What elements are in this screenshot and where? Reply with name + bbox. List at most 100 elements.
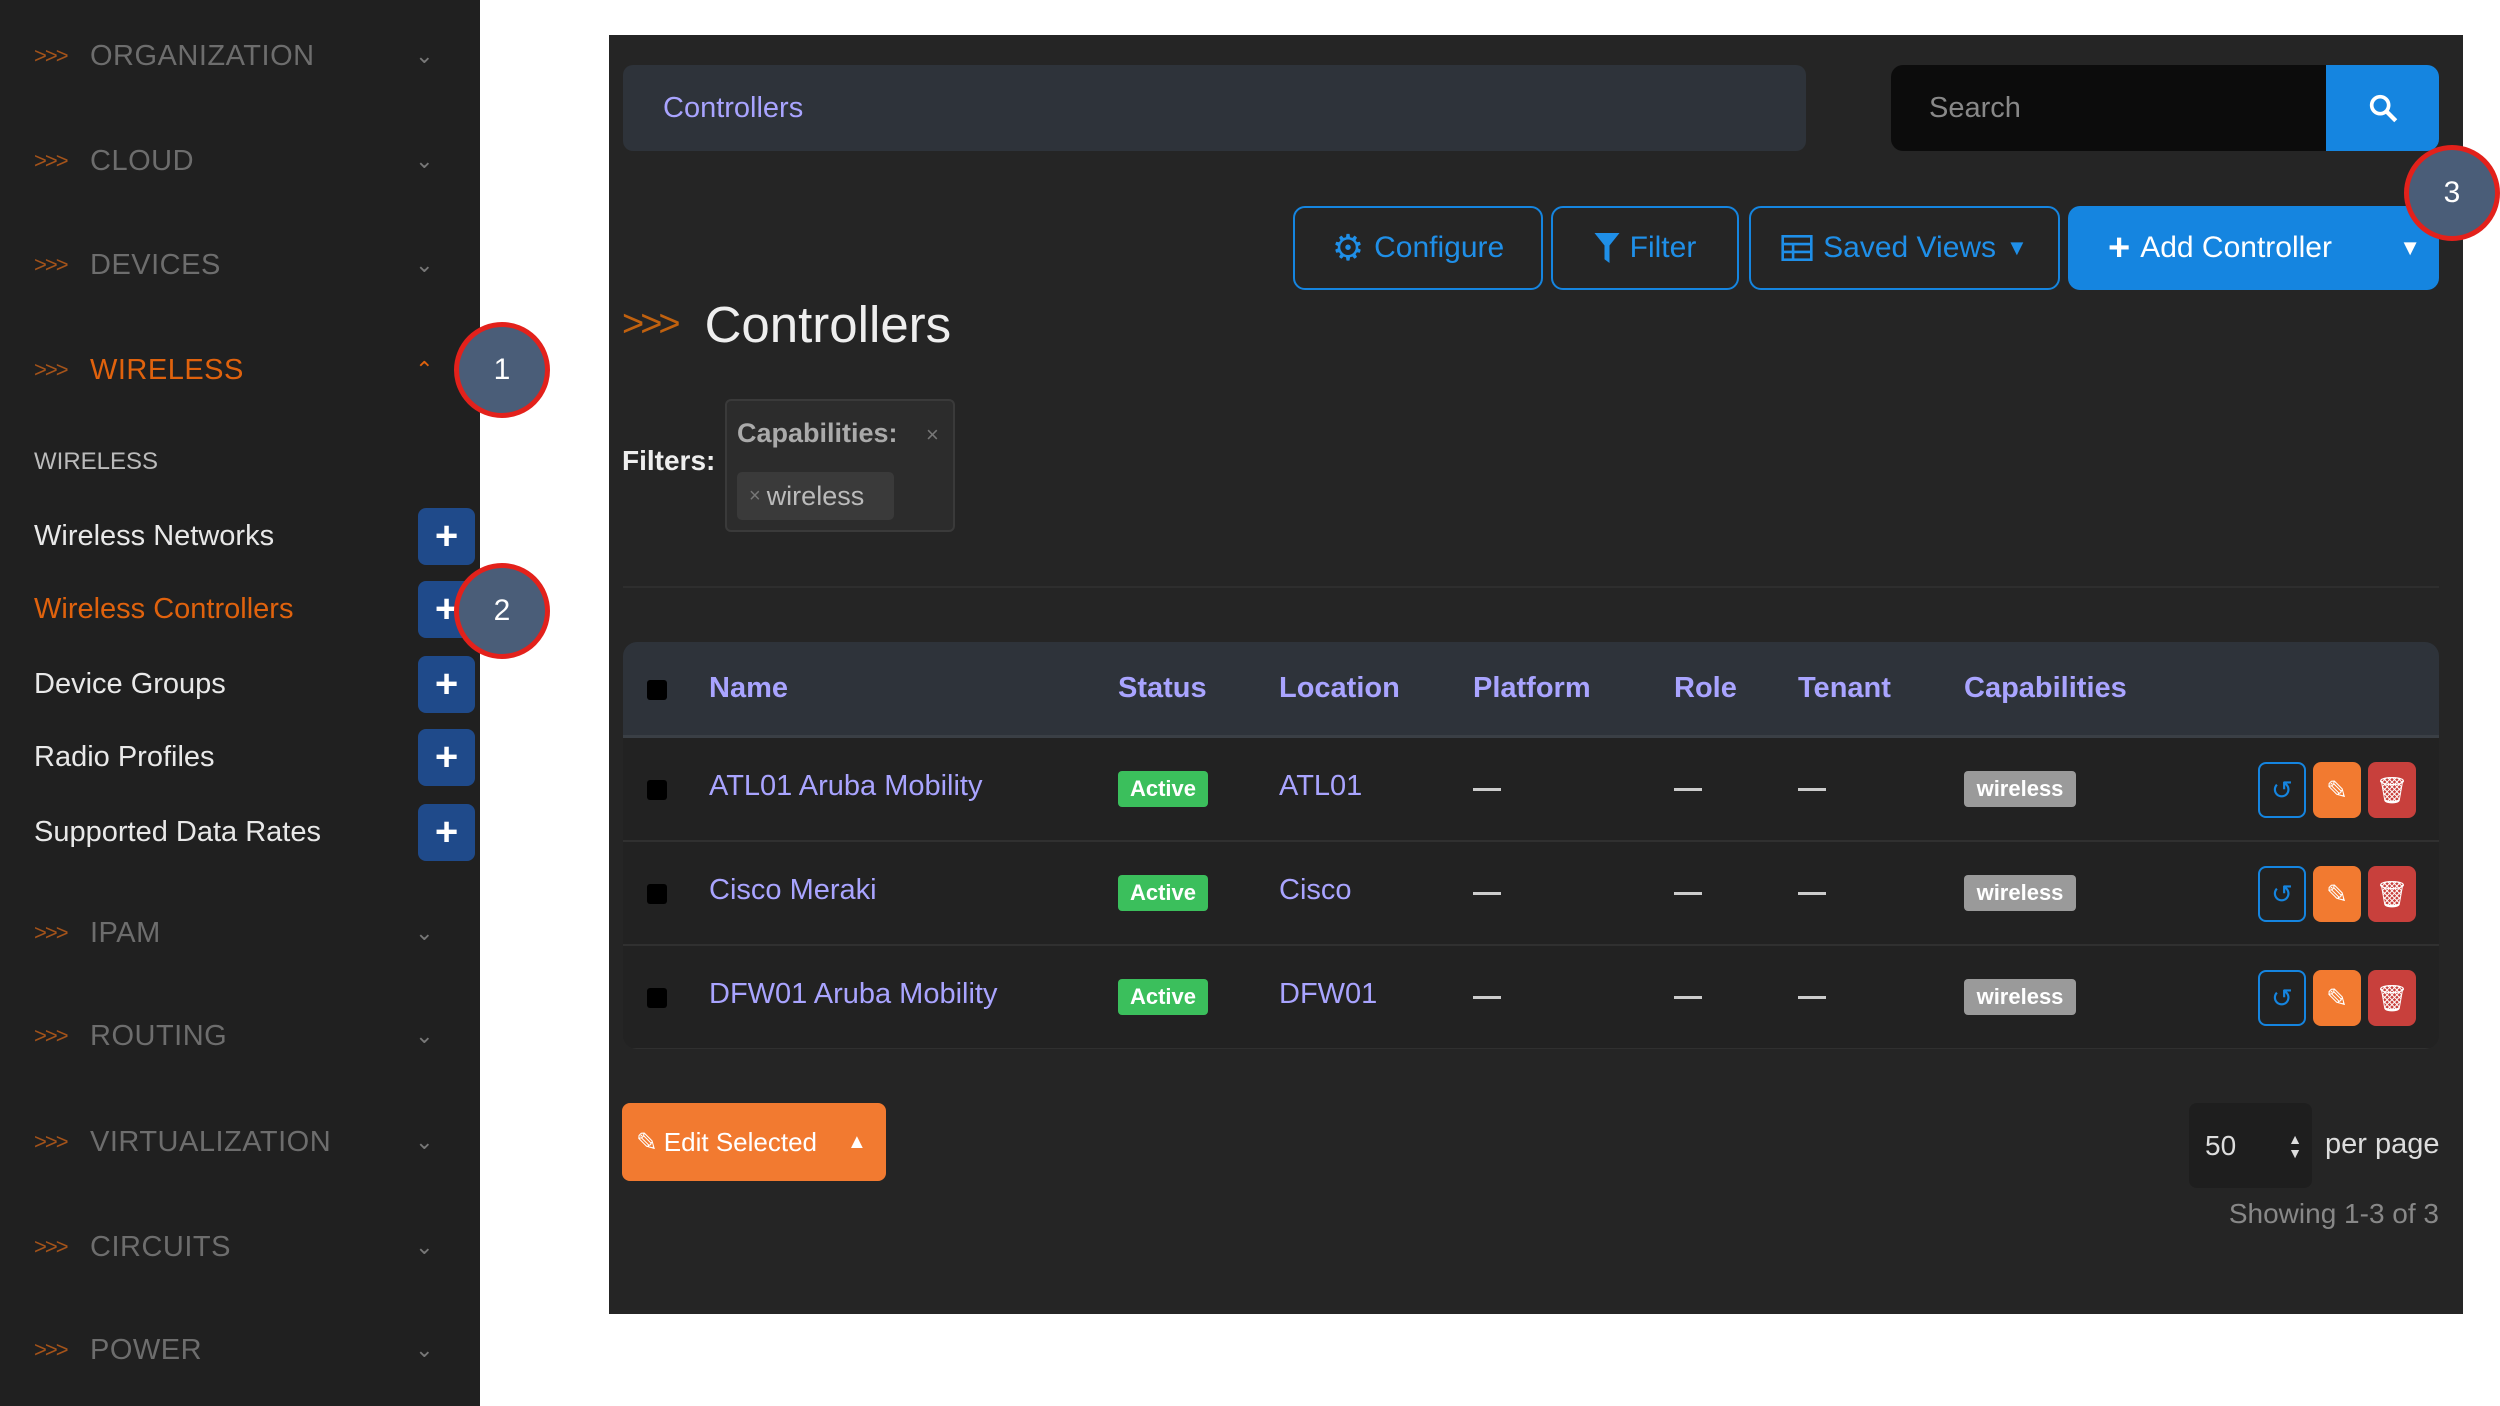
trash-icon: 🗑: [2375, 878, 2409, 909]
tenant-empty: [1798, 996, 1826, 999]
select-all-checkbox[interactable]: [647, 680, 667, 700]
chevron-down-icon: ⌄: [415, 1129, 434, 1154]
chevron-down-icon: ⌄: [415, 252, 434, 277]
section-label: WIRELESS: [90, 353, 244, 386]
table-row: ATL01 Aruba Mobility Active ATL01 wireless ↺…: [623, 738, 2439, 842]
delete-button[interactable]: 🗑: [2368, 970, 2416, 1026]
sidebar-section-virtualization[interactable]: >>> VIRTUALIZATION ⌄: [34, 1112, 434, 1172]
location-link[interactable]: DFW01: [1279, 978, 1378, 1010]
status-badge: Active: [1118, 771, 1208, 807]
breadcrumb-item[interactable]: Controllers: [663, 91, 804, 124]
page-title: >>> Controllers: [622, 295, 951, 354]
column-name[interactable]: Name: [709, 672, 788, 704]
column-role[interactable]: Role: [1674, 672, 1737, 704]
delete-button[interactable]: 🗑: [2368, 762, 2416, 818]
filter-button[interactable]: Filter: [1551, 206, 1739, 290]
section-label: IPAM: [90, 916, 161, 949]
add-plus-icon[interactable]: +: [418, 804, 475, 861]
pencil-icon: ✎: [2326, 982, 2348, 1013]
edit-button[interactable]: ✎: [2313, 970, 2361, 1026]
edit-selected-button[interactable]: ✎ Edit Selected ▲: [622, 1103, 886, 1181]
arrows-icon: >>>: [34, 1023, 69, 1048]
changelog-button[interactable]: ↺: [2258, 762, 2306, 818]
item-label: Wireless Controllers: [34, 593, 294, 625]
location-link[interactable]: Cisco: [1279, 874, 1352, 906]
add-plus-icon[interactable]: +: [418, 729, 475, 786]
arrows-icon: >>>: [34, 1337, 69, 1362]
role-empty: [1674, 892, 1702, 895]
remove-filter-group-icon[interactable]: ×: [926, 422, 939, 447]
sidebar-subheading: WIRELESS: [34, 448, 159, 475]
sidebar-item-device-groups[interactable]: Device Groups +: [34, 656, 475, 713]
filter-field-label: Capabilities:: [737, 418, 898, 448]
add-controller-button[interactable]: + Add Controller ▼: [2068, 206, 2439, 290]
controller-name-link[interactable]: Cisco Meraki: [709, 874, 877, 906]
breadcrumb[interactable]: Controllers: [623, 65, 1806, 151]
history-icon: ↺: [2271, 878, 2293, 909]
edit-button[interactable]: ✎: [2313, 866, 2361, 922]
status-badge: Active: [1118, 979, 1208, 1015]
filters-label: Filters:: [622, 445, 716, 476]
delete-button[interactable]: 🗑: [2368, 866, 2416, 922]
sidebar-item-supported-data-rates[interactable]: Supported Data Rates +: [34, 804, 475, 861]
tenant-empty: [1798, 892, 1826, 895]
sidebar-section-devices[interactable]: >>> DEVICES ⌄: [34, 235, 434, 295]
column-status[interactable]: Status: [1118, 672, 1207, 704]
controller-name-link[interactable]: DFW01 Aruba Mobility: [709, 978, 998, 1010]
search-button[interactable]: [2326, 65, 2439, 151]
controller-name-link[interactable]: ATL01 Aruba Mobility: [709, 770, 983, 802]
sidebar-section-cloud[interactable]: >>> CLOUD ⌄: [34, 131, 434, 191]
per-page-select[interactable]: 50 ▲ ▼: [2189, 1103, 2312, 1188]
column-platform[interactable]: Platform: [1473, 672, 1591, 704]
row-checkbox[interactable]: [647, 780, 667, 800]
changelog-button[interactable]: ↺: [2258, 866, 2306, 922]
sidebar-section-power[interactable]: >>> POWER ⌄: [34, 1320, 434, 1380]
sidebar-section-routing[interactable]: >>> ROUTING ⌄: [34, 1006, 434, 1066]
status-badge: Active: [1118, 875, 1208, 911]
per-page-label: per page: [2325, 1128, 2440, 1160]
changelog-button[interactable]: ↺: [2258, 970, 2306, 1026]
edit-button[interactable]: ✎: [2313, 762, 2361, 818]
column-capabilities[interactable]: Capabilities: [1964, 672, 2127, 704]
button-label: Filter: [1629, 231, 1697, 264]
search-input[interactable]: Search: [1891, 65, 2326, 151]
sidebar-section-wireless[interactable]: >>> WIRELESS ⌃: [34, 340, 434, 400]
add-plus-icon[interactable]: +: [418, 508, 475, 565]
column-location[interactable]: Location: [1279, 672, 1400, 704]
column-tenant[interactable]: Tenant: [1798, 672, 1891, 704]
add-plus-icon[interactable]: +: [418, 656, 475, 713]
tenant-empty: [1798, 788, 1826, 791]
arrows-icon: >>>: [622, 303, 681, 345]
arrows-icon: >>>: [34, 43, 69, 68]
row-checkbox[interactable]: [647, 988, 667, 1008]
spinner-icon: ▲ ▼: [2288, 1130, 2302, 1161]
saved-views-button[interactable]: Saved Views ▼: [1749, 206, 2060, 290]
chevron-down-icon: ⌄: [415, 920, 434, 945]
sidebar: >>> ORGANIZATION ⌄ >>> CLOUD ⌄ >>> DEVICES ⌄ >…: [0, 0, 480, 1406]
history-icon: ↺: [2271, 982, 2293, 1013]
pencil-icon: ✎: [2326, 878, 2348, 909]
sidebar-section-organization[interactable]: >>> ORGANIZATION ⌄: [34, 26, 434, 86]
sidebar-item-radio-profiles[interactable]: Radio Profiles +: [34, 729, 475, 786]
sidebar-section-circuits[interactable]: >>> CIRCUITS ⌄: [34, 1217, 434, 1277]
row-checkbox[interactable]: [647, 884, 667, 904]
annotation-marker-3: 3: [2404, 145, 2500, 241]
sidebar-section-ipam[interactable]: >>> IPAM ⌄: [34, 903, 434, 963]
capability-badge: wireless: [1964, 771, 2076, 807]
gear-icon: ⚙: [1331, 227, 1365, 268]
platform-empty: [1473, 996, 1501, 999]
remove-filter-icon[interactable]: ×: [749, 484, 761, 507]
location-link[interactable]: ATL01: [1279, 770, 1363, 802]
caret-up-icon[interactable]: ▲: [847, 1130, 867, 1153]
section-label: CIRCUITS: [90, 1230, 231, 1263]
role-empty: [1674, 788, 1702, 791]
configure-button[interactable]: ⚙ Configure: [1293, 206, 1543, 290]
sidebar-item-wireless-controllers[interactable]: Wireless Controllers +: [34, 581, 475, 638]
filter-icon: [1594, 233, 1620, 263]
capability-badge: wireless: [1964, 875, 2076, 911]
sidebar-item-wireless-networks[interactable]: Wireless Networks +: [34, 508, 475, 565]
platform-empty: [1473, 892, 1501, 895]
filter-chip: × wireless: [737, 472, 894, 520]
caret-down-icon[interactable]: ▼: [2399, 235, 2421, 260]
button-label: Saved Views: [1823, 231, 1997, 264]
